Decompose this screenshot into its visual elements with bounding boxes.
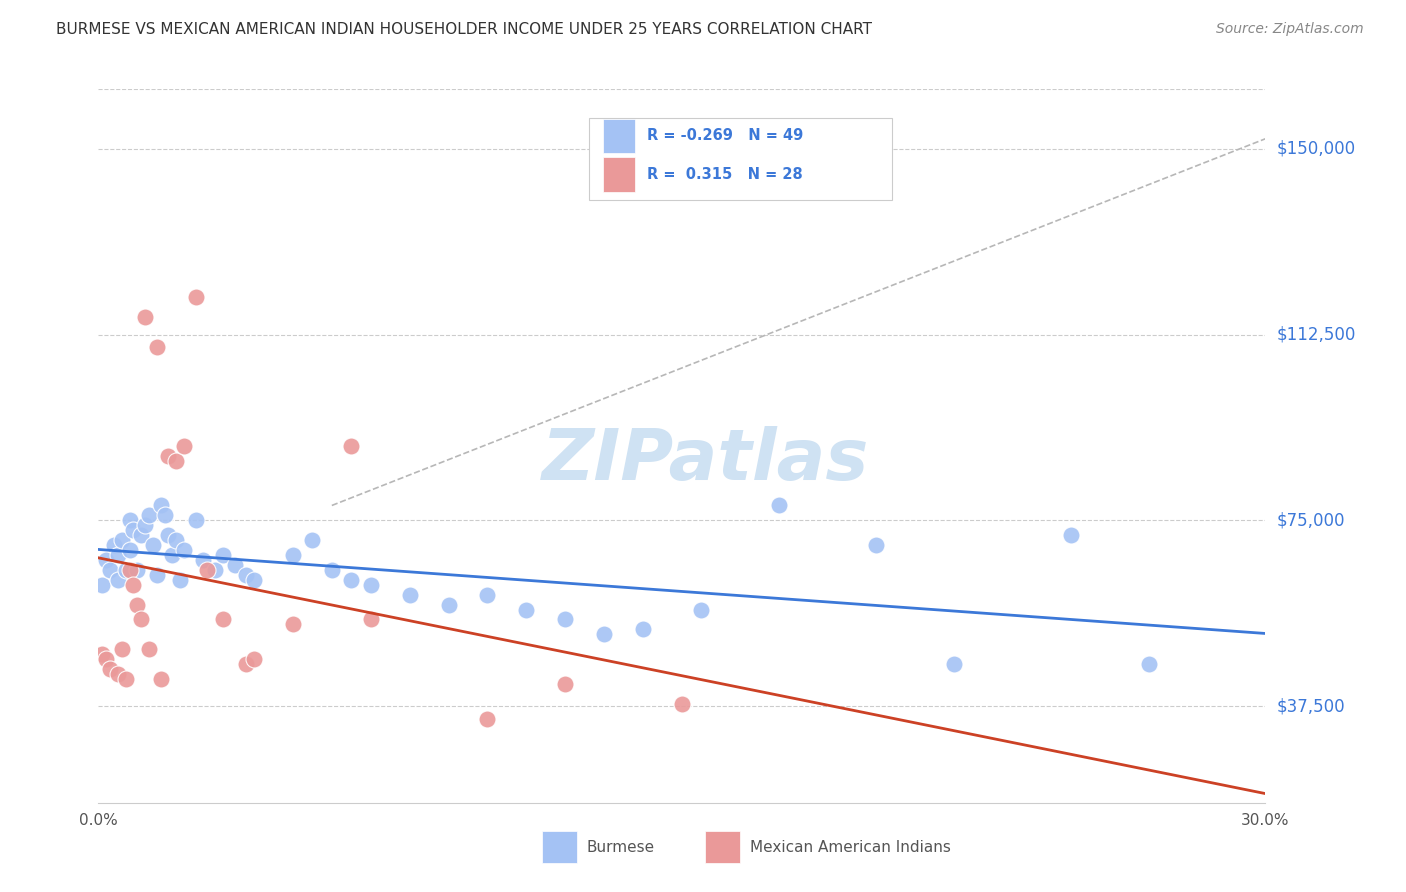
Point (114, 563, 136, 577)
Point (301, 533, 323, 548)
Point (554, 677, 576, 691)
Point (127, 563, 149, 577)
Point (173, 439, 195, 453)
Point (157, 449, 180, 463)
Point (437, 598, 460, 612)
Point (103, 538, 125, 552)
Point (107, 667, 129, 681)
Point (111, 642, 134, 657)
Point (129, 612, 152, 626)
Point (91, 578, 114, 592)
Point (138, 642, 160, 657)
Point (690, 602, 713, 616)
FancyBboxPatch shape (603, 119, 636, 153)
FancyBboxPatch shape (603, 157, 636, 192)
Point (593, 627, 616, 641)
Point (118, 513, 141, 527)
Point (360, 578, 382, 592)
Point (153, 508, 176, 523)
FancyBboxPatch shape (589, 118, 891, 200)
Point (281, 548, 304, 562)
Text: R =  0.315   N = 28: R = 0.315 N = 28 (647, 167, 803, 182)
Point (515, 602, 537, 616)
Point (122, 578, 145, 592)
Point (165, 533, 187, 548)
Text: Burmese: Burmese (586, 840, 654, 855)
Point (243, 652, 266, 666)
Point (169, 573, 191, 587)
Point (96, 652, 118, 666)
Point (118, 543, 141, 558)
Point (96, 553, 118, 567)
Point (146, 567, 169, 582)
Point (173, 543, 195, 558)
Point (98, 662, 121, 676)
Point (157, 528, 180, 542)
Text: $150,000: $150,000 (1277, 140, 1355, 158)
Point (321, 563, 343, 577)
Point (142, 538, 165, 552)
Point (943, 657, 966, 671)
Point (340, 439, 363, 453)
Point (184, 513, 207, 527)
Point (477, 588, 499, 602)
Point (122, 523, 145, 537)
Point (134, 518, 156, 533)
Text: $37,500: $37,500 (1277, 698, 1346, 715)
FancyBboxPatch shape (541, 831, 576, 863)
Text: R = -0.269   N = 49: R = -0.269 N = 49 (647, 128, 803, 144)
Point (146, 340, 169, 354)
Point (1137, 657, 1160, 671)
Point (162, 548, 184, 562)
Point (631, 623, 654, 637)
Point (235, 567, 257, 582)
Point (554, 612, 576, 626)
Point (149, 672, 172, 686)
Text: Source: ZipAtlas.com: Source: ZipAtlas.com (1216, 22, 1364, 37)
Point (360, 612, 382, 626)
Point (212, 612, 235, 626)
Point (149, 499, 172, 513)
Text: $75,000: $75,000 (1277, 511, 1346, 529)
Point (477, 712, 499, 726)
Point (111, 533, 134, 548)
Point (768, 499, 790, 513)
Point (235, 657, 257, 671)
Point (195, 563, 218, 577)
Point (107, 548, 129, 562)
Point (204, 563, 226, 577)
Text: BURMESE VS MEXICAN AMERICAN INDIAN HOUSEHOLDER INCOME UNDER 25 YEARS CORRELATION: BURMESE VS MEXICAN AMERICAN INDIAN HOUSE… (56, 22, 872, 37)
Point (138, 508, 160, 523)
Text: Mexican American Indians: Mexican American Indians (749, 840, 950, 855)
Point (107, 573, 129, 587)
Point (281, 617, 304, 632)
Point (184, 290, 207, 304)
Point (91, 647, 114, 661)
Point (865, 538, 887, 552)
Point (243, 573, 266, 587)
Point (165, 454, 187, 468)
Point (671, 697, 693, 711)
Point (1060, 528, 1083, 542)
Point (134, 310, 156, 325)
Point (398, 588, 420, 602)
Point (193, 553, 215, 567)
Point (224, 558, 246, 572)
Point (114, 672, 136, 686)
Point (212, 548, 235, 562)
Point (129, 528, 152, 542)
Point (98, 563, 121, 577)
FancyBboxPatch shape (706, 831, 741, 863)
Text: ZIPatlas: ZIPatlas (541, 425, 869, 495)
Point (340, 573, 363, 587)
Point (118, 563, 141, 577)
Text: $112,500: $112,500 (1277, 326, 1355, 343)
Point (127, 598, 149, 612)
